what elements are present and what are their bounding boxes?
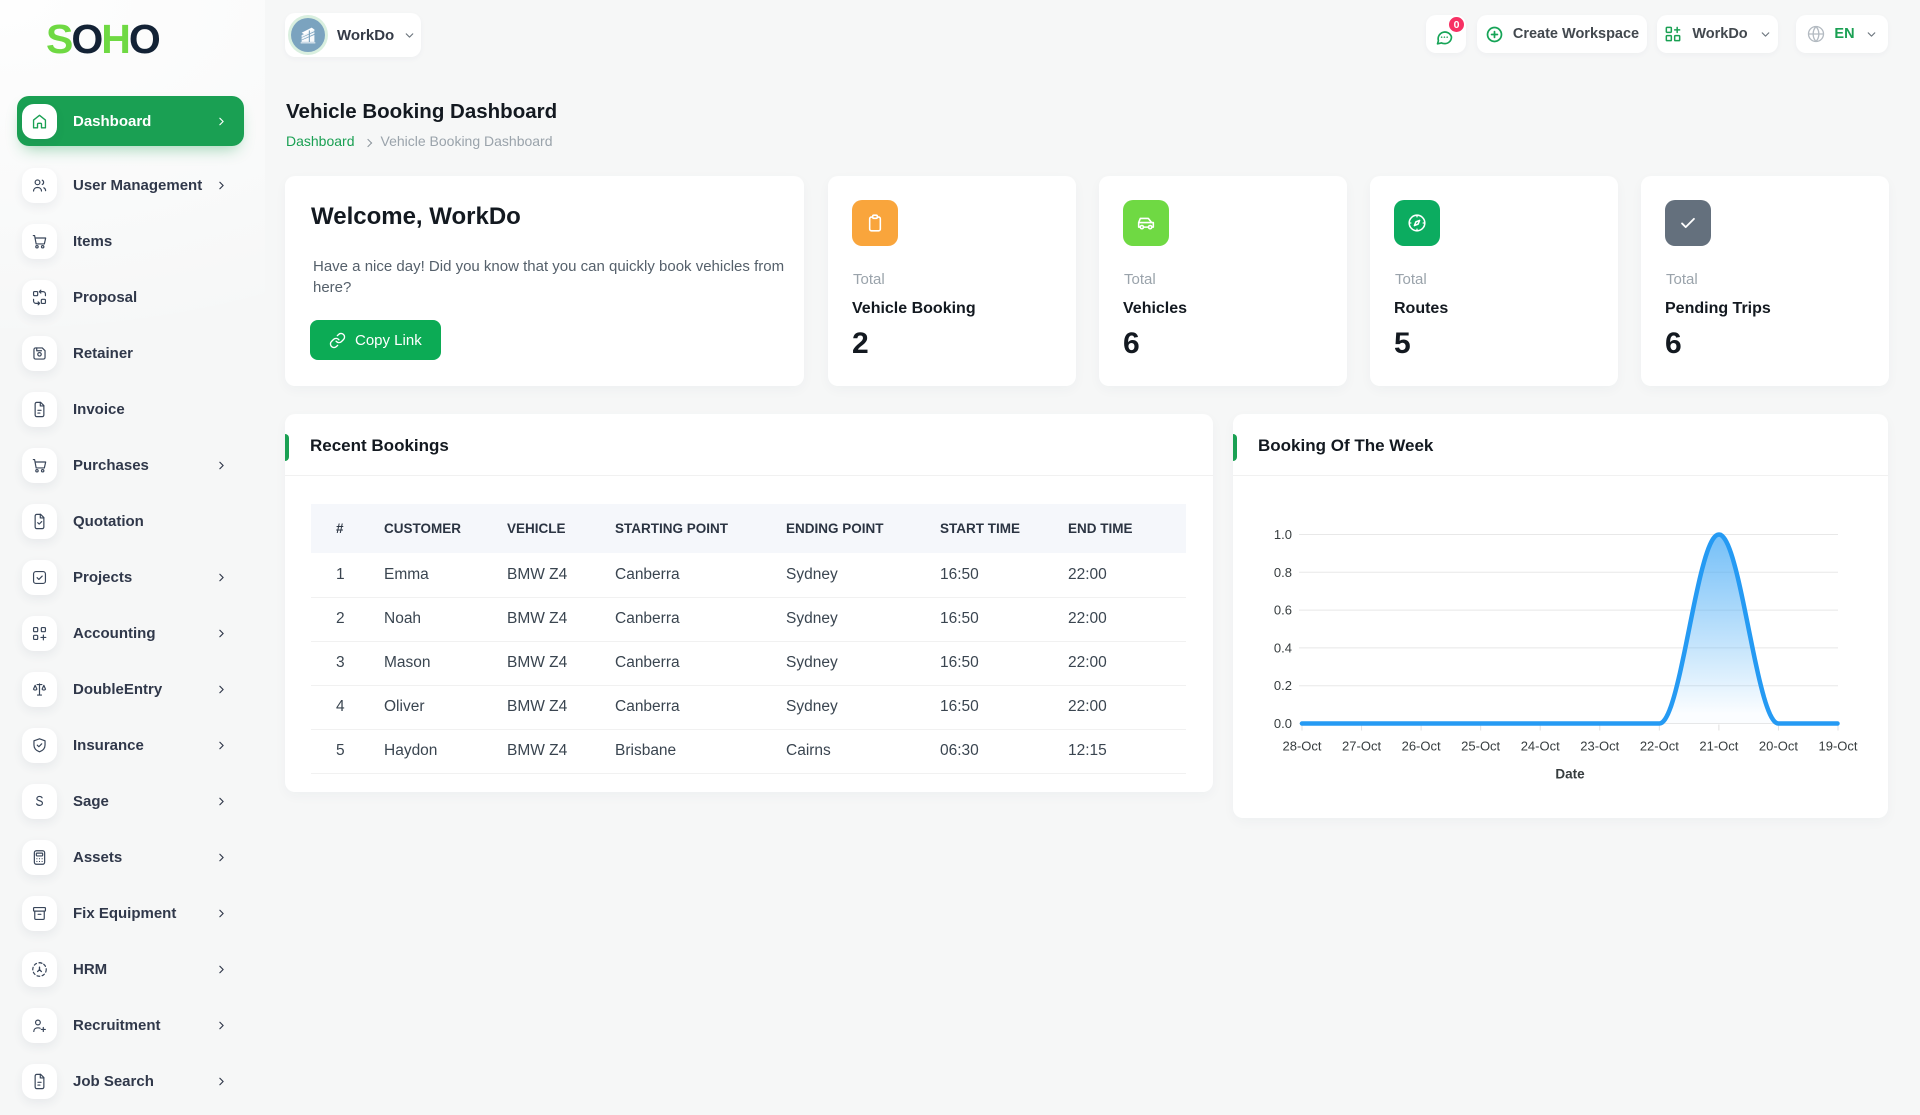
svg-text:0.0: 0.0 — [1274, 716, 1292, 731]
svg-text:0.2: 0.2 — [1274, 678, 1292, 693]
svg-text:24-Oct: 24-Oct — [1521, 739, 1560, 754]
svg-text:27-Oct: 27-Oct — [1342, 739, 1381, 754]
svg-text:20-Oct: 20-Oct — [1759, 739, 1798, 754]
svg-text:19-Oct: 19-Oct — [1818, 739, 1857, 754]
svg-text:0.6: 0.6 — [1274, 603, 1292, 618]
svg-text:28-Oct: 28-Oct — [1282, 739, 1321, 754]
svg-text:26-Oct: 26-Oct — [1402, 739, 1441, 754]
svg-text:Date: Date — [1555, 767, 1585, 782]
svg-text:22-Oct: 22-Oct — [1640, 739, 1679, 754]
svg-text:21-Oct: 21-Oct — [1699, 739, 1738, 754]
svg-text:1.0: 1.0 — [1274, 527, 1292, 542]
svg-text:0.4: 0.4 — [1274, 640, 1292, 655]
svg-text:23-Oct: 23-Oct — [1580, 739, 1619, 754]
svg-text:25-Oct: 25-Oct — [1461, 739, 1500, 754]
svg-text:0.8: 0.8 — [1274, 565, 1292, 580]
